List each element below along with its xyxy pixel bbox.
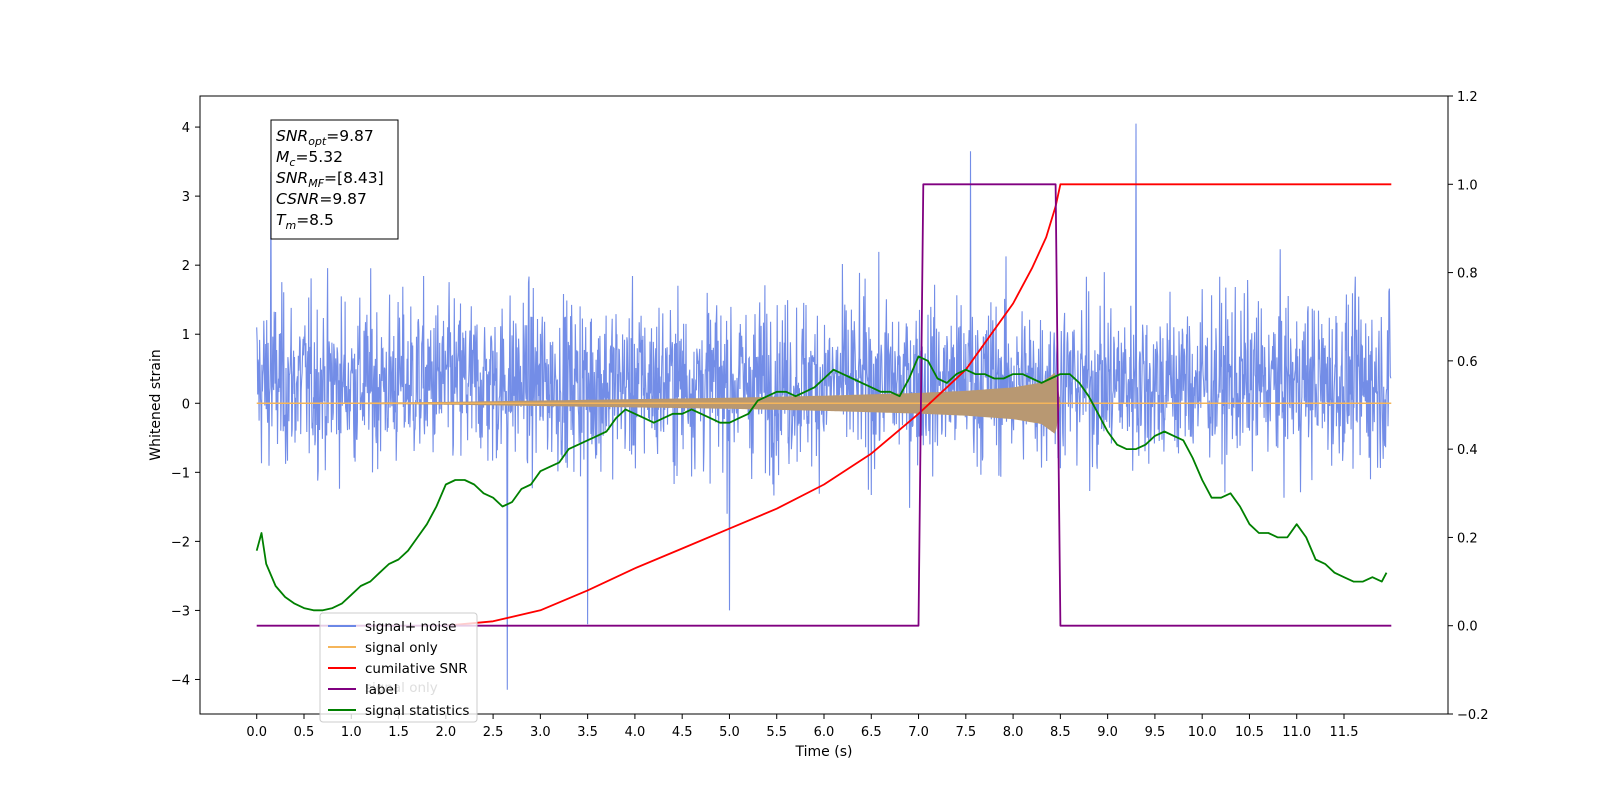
annotation-subscript: m xyxy=(285,219,296,232)
legend-frame xyxy=(319,612,478,723)
annotation-box: SNRopt=9.87Mc=5.32SNRMF=[8.43]CSNR=9.87T… xyxy=(270,119,399,240)
y-tick-label: −4 xyxy=(171,673,190,688)
legend-label: label xyxy=(365,682,398,698)
y-tick-label: 3 xyxy=(182,190,190,205)
y-tick-label: 2 xyxy=(182,259,190,274)
x-tick-label: 4.0 xyxy=(625,725,646,740)
y-tick-label: −1 xyxy=(171,466,190,481)
y-right-tick-label: 0.2 xyxy=(1457,531,1478,546)
x-tick-label: 1.0 xyxy=(341,725,362,740)
legend-label: signal+ noise xyxy=(365,619,456,635)
x-tick-label: 0.5 xyxy=(294,725,315,740)
plot-area xyxy=(255,123,1392,690)
y-right-tick-label: 0.0 xyxy=(1457,620,1478,635)
legend-ghost-text: signal only xyxy=(365,680,438,696)
x-tick-label: 7.5 xyxy=(955,725,976,740)
annotation-value: =[8.43] xyxy=(324,169,384,187)
annotation-symbol: SNR xyxy=(276,127,308,145)
annotation-line: Mc=5.32 xyxy=(276,148,343,169)
x-tick-label: 5.0 xyxy=(719,725,740,740)
x-tick-label: 0.0 xyxy=(246,725,267,740)
x-tick-label: 5.5 xyxy=(766,725,787,740)
y-tick-label: 0 xyxy=(182,397,190,412)
plot-series xyxy=(255,123,1392,690)
x-tick-label: 2.5 xyxy=(483,725,504,740)
x-tick-label: 10.5 xyxy=(1235,725,1264,740)
annotation-value: =5.32 xyxy=(295,148,343,166)
annotation-value: =8.5 xyxy=(296,211,334,229)
legend-label: cumilative SNR xyxy=(365,661,468,677)
series-signal-statistics xyxy=(255,355,1388,612)
x-tick-label: 7.0 xyxy=(908,725,929,740)
annotation-line: SNRopt=9.87 xyxy=(276,127,374,148)
y-right-tick-label: −0.2 xyxy=(1457,708,1489,723)
x-tick-label: 4.5 xyxy=(672,725,693,740)
x-tick-label: 8.0 xyxy=(1003,725,1024,740)
x-tick-label: 9.0 xyxy=(1097,725,1118,740)
series-label xyxy=(256,183,1392,627)
y-right-tick-label: 0.4 xyxy=(1457,443,1478,458)
y-right-tick-label: 1.2 xyxy=(1457,90,1478,105)
annotation-symbol: M xyxy=(276,148,289,166)
y-tick-label: −2 xyxy=(171,535,190,550)
annotation-symbol: T xyxy=(276,211,287,229)
annotation-value: =9.87 xyxy=(319,190,367,208)
series-signal-plus-noise xyxy=(256,123,1392,690)
annotation-subscript: c xyxy=(289,156,295,169)
annotation-frame xyxy=(270,119,399,240)
y-tick-label: 4 xyxy=(182,121,190,136)
x-tick-label: 2.0 xyxy=(435,725,456,740)
x-tick-label: 8.5 xyxy=(1050,725,1071,740)
legend-label: signal only xyxy=(365,640,438,656)
annotation-subscript: opt xyxy=(308,135,327,148)
y-tick-label: 1 xyxy=(182,328,190,343)
x-tick-label: 11.5 xyxy=(1330,725,1359,740)
x-tick-label: 10.0 xyxy=(1188,725,1217,740)
y-right-tick-label: 1.0 xyxy=(1457,178,1478,193)
legend: signal only signal+ noise signal only cumil… xyxy=(319,612,478,723)
annotation-line: SNRMF=[8.43] xyxy=(276,169,384,190)
x-tick-label: 1.5 xyxy=(388,725,409,740)
x-tick-label: 6.0 xyxy=(814,725,835,740)
y-tick-label: −3 xyxy=(171,604,190,619)
series-cumulative-snr xyxy=(445,183,1392,627)
annotation-subscript: MF xyxy=(308,177,324,190)
legend-label: signal statistics xyxy=(365,703,469,719)
x-tick-label: 11.0 xyxy=(1282,725,1311,740)
annotation-symbol: CSNR xyxy=(276,190,319,208)
annotation-symbol: SNR xyxy=(276,169,308,187)
y-right-tick-label: 0.8 xyxy=(1457,267,1478,282)
annotation-line: CSNR=9.87 xyxy=(276,190,367,208)
axes: 0.0 0.5 1.0 1.5 2.0 2.5 3.0 3.5 4.0 4.5 5.0 5.5 6.0 6… xyxy=(171,90,1489,740)
x-axis-label: Time (s) xyxy=(795,744,853,760)
x-tick-label: 9.5 xyxy=(1145,725,1166,740)
y-right-tick-label: 0.6 xyxy=(1457,355,1478,370)
x-tick-label: 6.5 xyxy=(861,725,882,740)
x-tick-label: 3.5 xyxy=(577,725,598,740)
y-axis-label: Whitened strain xyxy=(148,349,164,460)
x-tick-label: 3.0 xyxy=(530,725,551,740)
annotation-line: Tm=8.5 xyxy=(276,211,334,232)
annotation-value: =9.87 xyxy=(326,127,374,145)
